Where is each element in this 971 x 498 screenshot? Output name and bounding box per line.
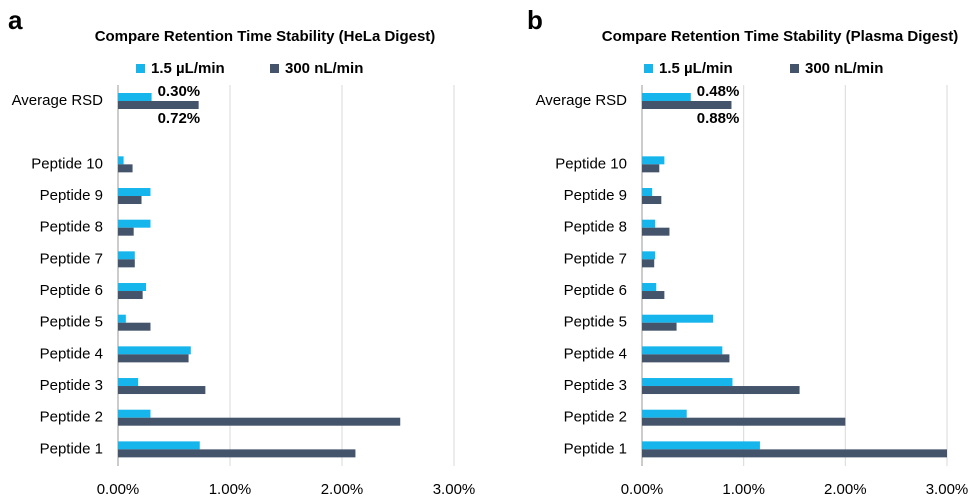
chart-title: Compare Retention Time Stability (HeLa D… xyxy=(95,28,436,45)
y-tick-label: Peptide 10 xyxy=(31,155,103,172)
y-tick-label: Peptide 1 xyxy=(564,440,627,457)
y-tick-label: Peptide 4 xyxy=(40,345,103,362)
bar xyxy=(642,417,846,426)
bar xyxy=(118,251,135,260)
panel-label: b xyxy=(527,5,543,35)
bar xyxy=(118,291,143,300)
bar xyxy=(642,449,947,458)
bar xyxy=(118,164,133,173)
legend-label: 1.5 µL/min xyxy=(151,60,225,77)
x-tick-label: 1.00% xyxy=(722,481,765,498)
bar xyxy=(118,346,191,355)
x-tick-label: 2.00% xyxy=(321,481,364,498)
x-tick-label: 3.00% xyxy=(926,481,969,498)
value-label: 0.48% xyxy=(697,83,740,100)
bar xyxy=(642,291,665,300)
bar xyxy=(642,93,691,101)
y-tick-label: Peptide 3 xyxy=(40,377,103,394)
bar xyxy=(118,449,356,458)
bar xyxy=(118,378,139,387)
bar xyxy=(642,441,760,450)
y-tick-label: Peptide 5 xyxy=(564,314,627,331)
y-tick-label: Peptide 7 xyxy=(564,250,627,267)
y-tick-label: Peptide 9 xyxy=(564,187,627,204)
x-tick-label: 0.00% xyxy=(621,481,664,498)
chart-title: Compare Retention Time Stability (Plasma… xyxy=(602,28,958,45)
bar xyxy=(118,314,126,323)
value-label: 0.72% xyxy=(158,110,201,127)
bar xyxy=(642,354,730,363)
bar xyxy=(642,156,665,165)
bar xyxy=(118,322,151,331)
bar xyxy=(118,259,135,268)
bar xyxy=(642,196,662,205)
legend-swatch xyxy=(270,64,279,73)
panel-label: a xyxy=(8,5,23,35)
bar xyxy=(118,101,199,109)
bar xyxy=(642,227,670,236)
bar xyxy=(118,93,152,101)
bar xyxy=(118,354,189,363)
x-tick-label: 3.00% xyxy=(433,481,476,498)
bar xyxy=(118,409,151,418)
bar xyxy=(642,322,677,331)
bar xyxy=(118,196,142,205)
y-tick-label: Peptide 5 xyxy=(40,314,103,331)
legend-label: 300 nL/min xyxy=(805,60,883,77)
x-tick-label: 1.00% xyxy=(209,481,252,498)
bar xyxy=(642,164,660,173)
legend-swatch xyxy=(790,64,799,73)
bar xyxy=(118,441,200,450)
bar xyxy=(642,346,723,355)
bar xyxy=(118,283,146,292)
bar xyxy=(642,409,687,418)
y-tick-label: Peptide 1 xyxy=(40,440,103,457)
y-tick-label: Peptide 2 xyxy=(40,409,103,426)
legend-label: 300 nL/min xyxy=(285,60,363,77)
y-tick-label: Peptide 8 xyxy=(564,219,627,236)
y-tick-label: Peptide 2 xyxy=(564,409,627,426)
bar xyxy=(118,417,401,426)
bar xyxy=(642,188,653,197)
bar xyxy=(118,386,206,395)
y-tick-label: Average RSD xyxy=(536,92,628,109)
bar xyxy=(642,101,732,109)
y-tick-label: Average RSD xyxy=(12,92,104,109)
value-label: 0.30% xyxy=(158,83,201,100)
y-tick-label: Peptide 3 xyxy=(564,377,627,394)
bar xyxy=(642,251,656,260)
y-tick-label: Peptide 9 xyxy=(40,187,103,204)
y-tick-label: Peptide 10 xyxy=(555,155,627,172)
legend-swatch xyxy=(136,64,145,73)
bar xyxy=(642,314,714,323)
bar xyxy=(642,378,733,387)
y-tick-label: Peptide 6 xyxy=(564,282,627,299)
y-tick-label: Peptide 6 xyxy=(40,282,103,299)
y-tick-label: Peptide 4 xyxy=(564,345,627,362)
x-tick-label: 2.00% xyxy=(824,481,867,498)
y-tick-label: Peptide 7 xyxy=(40,250,103,267)
y-tick-label: Peptide 8 xyxy=(40,219,103,236)
bar xyxy=(642,259,655,268)
bar xyxy=(118,219,151,228)
bar xyxy=(642,219,656,228)
x-tick-label: 0.00% xyxy=(97,481,140,498)
bar xyxy=(118,227,134,236)
bar xyxy=(118,156,124,165)
legend-label: 1.5 µL/min xyxy=(659,60,733,77)
bar xyxy=(642,283,657,292)
bar xyxy=(642,386,800,395)
legend-swatch xyxy=(644,64,653,73)
bar xyxy=(118,188,151,197)
value-label: 0.88% xyxy=(697,110,740,127)
